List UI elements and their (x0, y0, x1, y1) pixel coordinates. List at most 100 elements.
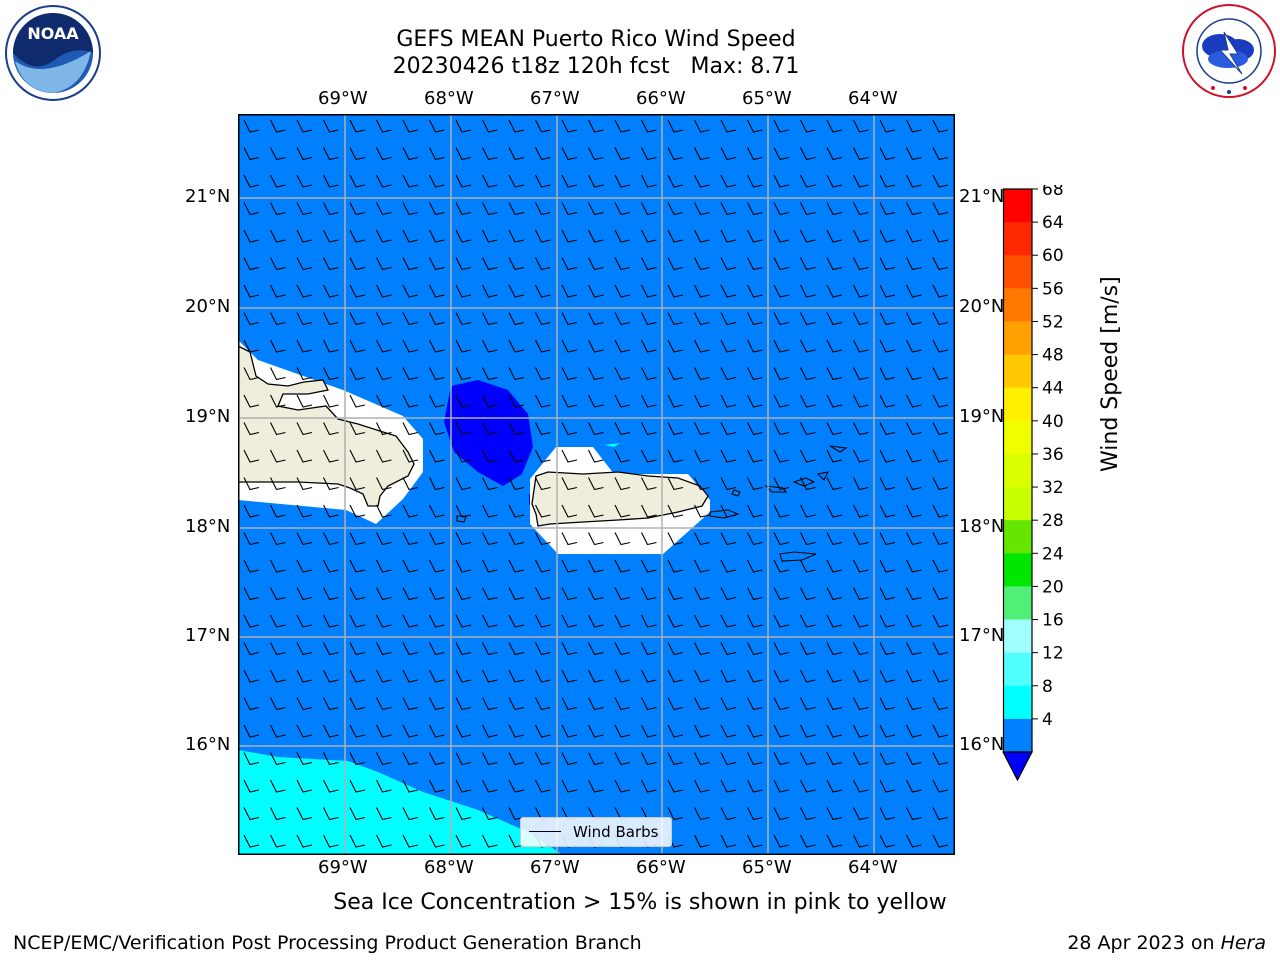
wind-barb (535, 669, 551, 683)
colorbar-tick-label: 60 (1042, 246, 1064, 266)
wind-barb (773, 614, 790, 628)
wind-barb (641, 669, 657, 683)
wind-barb (455, 532, 472, 546)
wind-barb (455, 284, 472, 298)
wind-barb (323, 559, 339, 573)
wind-barb (296, 724, 313, 738)
wind-barb (482, 119, 498, 133)
wind-barb (932, 477, 949, 491)
wind-barb (270, 724, 286, 738)
wind-barb (773, 724, 790, 738)
wind-barb (349, 422, 366, 436)
wind-barb (243, 202, 260, 216)
wind-barb (588, 477, 604, 491)
wind-barb (349, 477, 366, 491)
wind-barb (243, 312, 260, 326)
puerto-rico-land (531, 471, 709, 527)
wind-barb (800, 752, 816, 766)
wind-barb (429, 532, 445, 546)
wind-barb (694, 642, 710, 656)
wind-barb (853, 449, 869, 463)
wind-barb (906, 367, 922, 381)
wind-barb (561, 532, 578, 546)
wind-barb (376, 559, 392, 573)
wind-barb (826, 119, 843, 133)
wind-barb (694, 697, 710, 711)
wind-barb (614, 257, 631, 271)
wind-barb (508, 229, 525, 243)
lon-label-top: 64°W (848, 88, 898, 109)
wind-barb (535, 394, 551, 408)
wind-barb (376, 174, 392, 188)
wind-barb (349, 834, 366, 848)
wind-barb (853, 339, 869, 353)
wind-barb (323, 119, 339, 133)
culebra-island (731, 489, 741, 497)
wind-barb (349, 559, 366, 573)
wind-barb (455, 834, 472, 848)
wind-barb (879, 587, 896, 601)
noaa-logo-text: NOAA (27, 24, 79, 43)
wind-barb (296, 257, 313, 271)
wind-barb (349, 284, 366, 298)
wind-barb (429, 147, 445, 161)
wind-barb (270, 752, 286, 766)
wind-barb (747, 697, 763, 711)
wind-barb (641, 202, 657, 216)
wind-barb (455, 422, 472, 436)
wind-barb (482, 147, 498, 161)
wind-barb (800, 229, 816, 243)
wind-barb (429, 779, 445, 793)
noaa-logo: NOAA (3, 3, 103, 103)
colorbar-tick-label: 20 (1042, 577, 1064, 597)
wind-barb (561, 559, 578, 573)
wind-barb (535, 284, 551, 298)
wind-barb (402, 724, 419, 738)
wind-barb (376, 724, 392, 738)
wind-barb (747, 477, 763, 491)
wind-barb (826, 422, 843, 436)
wind-barb (747, 339, 763, 353)
wind-barb (243, 642, 260, 656)
wind-barb (853, 312, 869, 326)
wind-barb (349, 532, 366, 546)
wind-barb (508, 257, 525, 271)
wind-barb (243, 724, 260, 738)
wind-barb (482, 532, 498, 546)
wind-barb (429, 367, 445, 381)
wind-barb (641, 339, 657, 353)
wind-barb (667, 752, 684, 766)
wind-barb (614, 697, 631, 711)
wind-barb (508, 119, 525, 133)
wind-barb (296, 477, 313, 491)
wind-barb (879, 312, 896, 326)
wind-barb (853, 642, 869, 656)
wind-barb (588, 202, 604, 216)
wind-barb (349, 229, 366, 243)
wind-barb (879, 532, 896, 546)
wind-barb (800, 449, 816, 463)
wind-barb (349, 807, 366, 821)
wind-barb (270, 284, 286, 298)
wind-barb (243, 147, 260, 161)
wind-barb (853, 559, 869, 573)
wind-barb (270, 367, 286, 381)
wind-barb (879, 174, 896, 188)
wind-barb (376, 284, 392, 298)
wind-barb (508, 724, 525, 738)
wind-barb (667, 119, 684, 133)
wind-barb (932, 724, 949, 738)
wind-barb (879, 339, 896, 353)
wind-barb (641, 697, 657, 711)
wind-barb (323, 697, 339, 711)
wind-barb (773, 834, 790, 848)
wind-barb (349, 119, 366, 133)
wind-barb (508, 422, 525, 436)
wind-barb (932, 752, 949, 766)
wind-barb (853, 752, 869, 766)
wind-barb (853, 284, 869, 298)
wind-barb (720, 477, 737, 491)
wind-barb (720, 394, 737, 408)
wind-barb (667, 367, 684, 381)
wind-barb (508, 312, 525, 326)
